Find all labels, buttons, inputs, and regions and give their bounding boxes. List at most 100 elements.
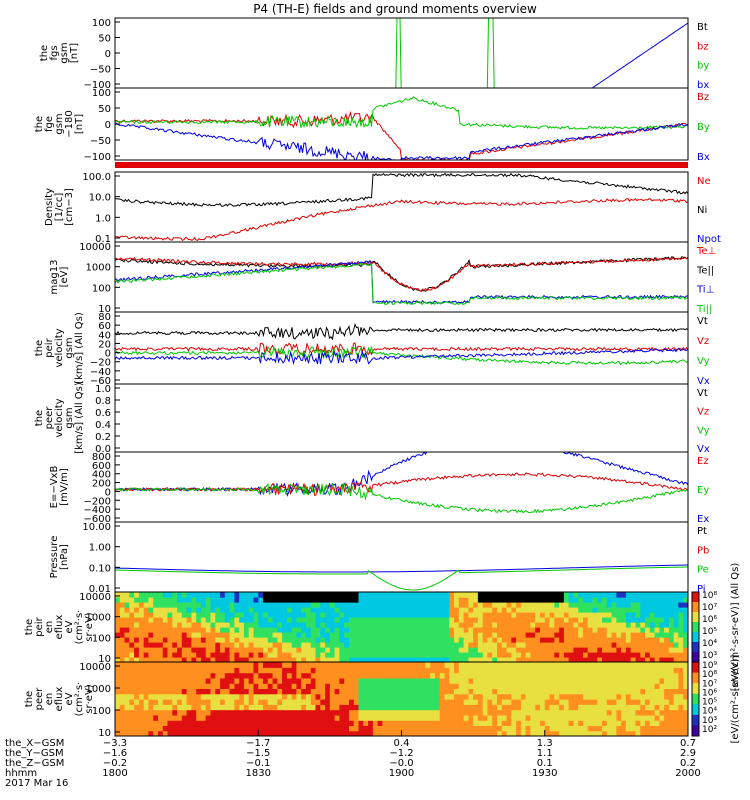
heatmap-cell — [167, 597, 173, 603]
heatmap-cell — [234, 632, 240, 638]
heatmap-cell — [525, 632, 531, 638]
heatmap-cell — [138, 672, 145, 679]
heatmap-cell — [449, 652, 455, 658]
heatmap-cell — [563, 709, 570, 716]
heatmap-cell — [415, 657, 422, 662]
heatmap-cell — [673, 592, 680, 598]
heatmap-cell — [224, 704, 231, 711]
heatmap-cell — [172, 642, 178, 648]
heatmap-cell — [430, 709, 436, 716]
heatmap-cell — [272, 602, 278, 608]
peer_velocity-ylabel: the peer velocity gsm [km/s] (All Qs) — [34, 382, 85, 454]
heatmap-cell — [473, 688, 479, 695]
heatmap-cell — [592, 592, 598, 598]
heatmap-cell — [134, 714, 140, 721]
heatmap-cell — [520, 652, 527, 658]
heatmap-cell — [649, 642, 656, 648]
heatmap-cell — [258, 637, 264, 643]
heatmap-cell — [525, 652, 531, 658]
heatmap-cell — [353, 683, 360, 689]
heatmap-cell — [506, 667, 512, 674]
heatmap-cell — [143, 612, 150, 618]
heatmap-cell — [635, 652, 641, 658]
heatmap-cell — [573, 699, 579, 705]
heatmap-cell — [291, 672, 298, 679]
heatmap-cell — [430, 672, 436, 679]
heatmap-cell — [267, 693, 274, 700]
heatmap-cell — [649, 617, 656, 623]
heatmap-cell — [310, 683, 317, 689]
heatmap-cell — [573, 720, 579, 726]
heatmap-cell — [243, 667, 250, 674]
heatmap-cell — [167, 622, 173, 628]
heatmap-cell — [573, 612, 579, 618]
heatmap-cell — [621, 612, 627, 618]
heatmap-cell — [520, 725, 527, 732]
heatmap-cell — [239, 699, 245, 705]
heatmap-cell — [420, 683, 426, 689]
heatmap-cell — [177, 637, 183, 643]
heatmap-cell — [224, 683, 231, 689]
heatmap-cell — [678, 612, 684, 618]
heatmap-cell — [640, 637, 646, 643]
heatmap-cell — [597, 662, 603, 668]
heatmap-cell — [635, 632, 641, 638]
heatmap-cell — [473, 714, 479, 721]
heatmap-cell — [387, 592, 393, 598]
ylabel-line: Pressure — [49, 536, 60, 579]
legend-temperature-Ti||: Ti|| — [696, 304, 712, 315]
heatmap-cell — [649, 592, 656, 598]
heatmap-cell — [224, 699, 231, 705]
colorbar-tick: 10³ — [702, 651, 717, 661]
heatmap-cell — [563, 699, 570, 705]
heatmap-cell — [583, 688, 589, 695]
heatmap-cell — [454, 699, 460, 705]
heatmap-cell — [349, 714, 355, 721]
heatmap-cell — [377, 699, 383, 705]
heatmap-cell — [668, 677, 675, 684]
heatmap-cell — [425, 667, 431, 674]
heatmap-cell — [482, 622, 489, 628]
heatmap-cell — [444, 720, 450, 726]
heatmap-cell — [263, 693, 269, 700]
heatmap-cell — [587, 592, 594, 598]
heatmap-cell — [473, 602, 479, 608]
heatmap-cell — [473, 652, 479, 658]
heatmap-cell — [210, 704, 216, 711]
heatmap-cell — [239, 597, 245, 603]
heatmap-cell — [277, 662, 283, 668]
heatmap-cell — [339, 607, 345, 613]
heatmap-cell — [391, 667, 398, 674]
heatmap-cell — [406, 667, 412, 674]
heatmap-cell — [382, 597, 388, 603]
heatmap-cell — [224, 709, 231, 716]
heatmap-cell — [396, 637, 403, 643]
heatmap-cell — [229, 657, 235, 662]
heatmap-cell — [420, 617, 426, 623]
heatmap-cell — [625, 652, 632, 658]
heatmap-cell — [229, 602, 235, 608]
heatmap-cell — [191, 652, 197, 658]
heatmap-cell — [683, 699, 688, 705]
heatmap-cell — [248, 725, 255, 732]
heatmap-cell — [162, 672, 169, 679]
heatmap-cell — [239, 688, 245, 695]
heatmap-cell — [411, 714, 417, 721]
heatmap-cell — [263, 683, 269, 689]
heatmap-cell — [124, 725, 130, 732]
heatmap-cell — [477, 652, 484, 658]
heatmap-cell — [430, 693, 436, 700]
heatmap-cell — [267, 704, 274, 711]
heatmap-cell — [158, 730, 164, 736]
heatmap-cell — [272, 632, 278, 638]
heatmap-cell — [224, 627, 231, 633]
legend-fgs-Bt: Bt — [697, 22, 708, 33]
heatmap-cell — [487, 725, 493, 732]
colorbar-segment — [692, 592, 699, 603]
heatmap-cell — [635, 622, 641, 628]
heatmap-cell — [277, 652, 283, 658]
heatmap-cell — [286, 612, 293, 618]
heatmap-cell — [368, 714, 374, 721]
heatmap-cell — [645, 597, 651, 603]
heatmap-cell — [124, 632, 130, 638]
